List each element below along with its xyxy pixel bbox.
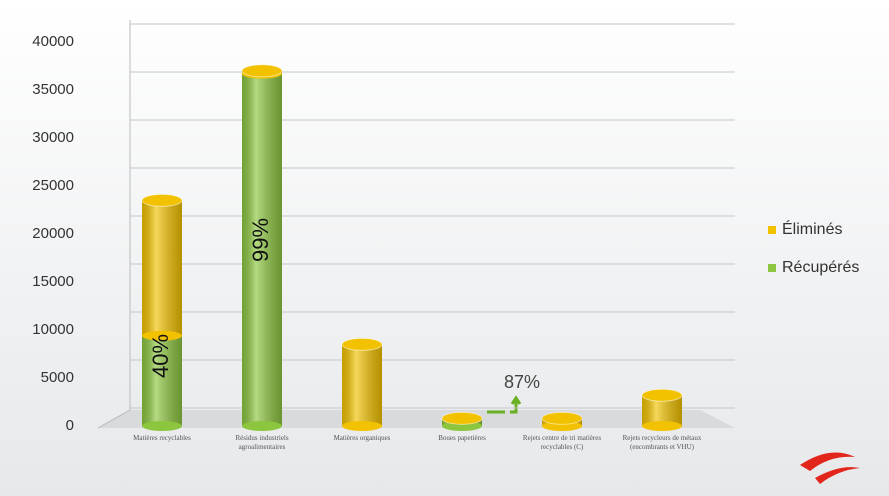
- floor-edge: [97, 409, 131, 429]
- y-tick-label: 10000: [32, 321, 74, 338]
- floor: [98, 410, 735, 428]
- bar-bottom: [142, 421, 182, 431]
- y-tick-label: 35000: [32, 81, 74, 98]
- y-tick-label: 15000: [32, 273, 74, 290]
- x-tick-label: Résidus industriels agroalimentaires: [235, 434, 289, 451]
- bar-segment: [342, 344, 382, 431]
- x-tick-label: Boues papetières: [438, 434, 486, 442]
- y-tick-label: 0: [66, 417, 74, 434]
- bar-segment: [142, 335, 182, 431]
- bar-top: [341, 337, 383, 351]
- bar-shade: [342, 344, 382, 426]
- x-tick-label: Matières organiques: [333, 434, 391, 442]
- bar-top: [641, 388, 683, 402]
- x-tick-label: Rejets centre de tri matières recyclable…: [522, 434, 602, 451]
- annotation: 99%: [248, 218, 273, 262]
- bar-shade: [242, 73, 282, 427]
- y-tick-label: 40000: [32, 33, 74, 50]
- x-tick-label: Rejets recycleurs de métaux (encombrants…: [622, 434, 702, 451]
- bar-bottom: [342, 421, 382, 431]
- bar-top: [541, 411, 583, 425]
- y-tick-label: 20000: [32, 225, 74, 242]
- bar-bottom: [642, 421, 682, 431]
- bar-top: [241, 64, 283, 78]
- legend-swatch: [768, 226, 776, 234]
- y-tick-label: 5000: [41, 369, 74, 386]
- bar-bottom: [142, 330, 182, 341]
- annotation: 87%: [504, 372, 540, 392]
- legend-label: Éliminés: [782, 219, 842, 238]
- bar-segment: [242, 73, 282, 431]
- annotation: 40%: [148, 334, 173, 378]
- bar-shade: [142, 335, 182, 426]
- bar-bottom: [242, 421, 282, 431]
- y-tick-label: 30000: [32, 129, 74, 146]
- x-tick-label: Matières recyclables: [133, 434, 191, 442]
- arrow: [487, 395, 522, 414]
- y-tick-label: 25000: [32, 177, 74, 194]
- bar-segment: [142, 200, 182, 341]
- bar-shade: [142, 200, 182, 336]
- bar-top: [141, 193, 183, 207]
- logo: [800, 452, 860, 484]
- legend-swatch: [768, 264, 776, 272]
- legend-label: Récupérés: [782, 259, 859, 276]
- bar-top: [441, 411, 483, 425]
